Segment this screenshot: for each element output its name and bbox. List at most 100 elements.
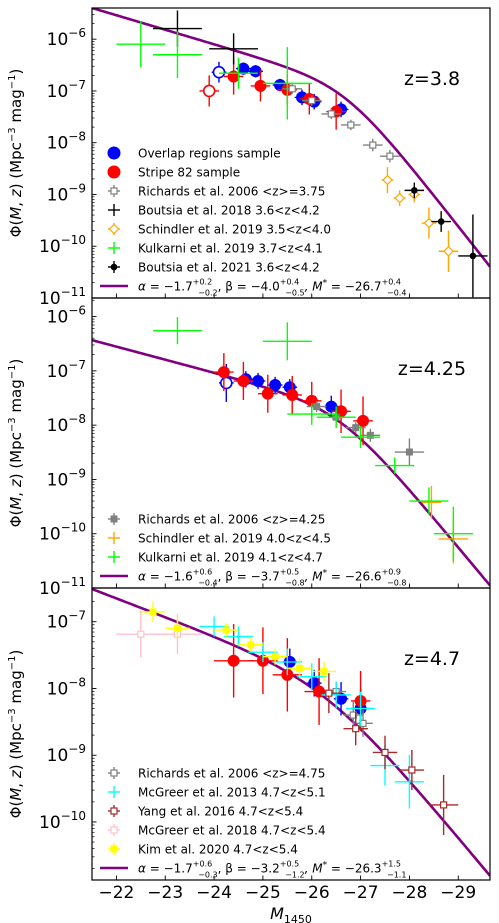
- y-tick-label: 10−6: [47, 26, 86, 50]
- data-point-marker: [110, 263, 118, 271]
- y-tick-label: 10−11: [39, 575, 86, 599]
- data-point-marker: [227, 654, 240, 667]
- data-point-marker: [296, 664, 304, 672]
- data-point-marker: [110, 769, 118, 777]
- data-point-marker: [352, 725, 360, 733]
- data-point-marker: [357, 414, 370, 427]
- data-point-marker: [405, 448, 413, 456]
- y-tick-label: 10−9: [47, 181, 86, 205]
- y-tick-label: 10−7: [47, 609, 86, 633]
- y-tick-label: 10−10: [39, 233, 86, 257]
- data-point-marker: [222, 626, 230, 634]
- data-point-marker: [219, 376, 233, 390]
- series-overlap-regions-sample-open: [211, 61, 227, 83]
- data-point-marker: [110, 826, 118, 834]
- data-point-marker: [237, 62, 250, 75]
- panel-0: 10−6 10−7 10−8 10−9 10−10 10−11 z=3.8 Overlap r…: [7, 7, 491, 309]
- data-point-marker: [352, 424, 360, 432]
- data-point-marker: [320, 667, 328, 675]
- series-stripe-82-open: [199, 75, 219, 107]
- legend-fit-label: α = −1.6+0.6 −0.4, β = −3.7+0.5 −0.8, M* =…: [138, 568, 406, 588]
- data-point-marker: [110, 187, 118, 195]
- series-kim-et-al-2020-4-7-z-5-4: [140, 601, 337, 682]
- x-tick-label: −23: [147, 883, 183, 903]
- data-point-marker: [437, 218, 445, 225]
- data-point-marker: [173, 624, 181, 632]
- legend: Overlap regions sample Stripe 82 sample Ri…: [100, 146, 406, 298]
- data-point-marker: [261, 387, 274, 400]
- data-point-marker: [212, 65, 226, 79]
- x-tick-label: −29: [440, 883, 476, 903]
- series-boutsia-et-al-2018-3-6-z-4-2: [153, 10, 259, 65]
- data-point-marker: [107, 165, 121, 179]
- legend-entry: Boutsia et al. 2021 3.6<z<4.2: [138, 261, 320, 275]
- legend-fit-label: α = −1.7+0.6 −0.3, β = −3.2+0.5 −1.2, M* =…: [138, 860, 406, 880]
- data-point-marker: [408, 766, 416, 774]
- legend-entry: McGreer et al. 2013 4.7<z<5.1: [138, 786, 326, 800]
- y-axis-label: Φ(M, z) (Mpc−3 mag−1): [7, 69, 25, 238]
- legend-entry: Yang et al. 2016 4.7<z<5.4: [137, 805, 303, 819]
- data-point-marker: [108, 223, 120, 235]
- y-tick-label: 10−10: [39, 521, 86, 545]
- data-point-marker: [469, 252, 477, 260]
- data-point-marker: [110, 515, 118, 523]
- y-axis-label: Φ(M, z) (Mpc−3 mag−1): [7, 359, 25, 528]
- plot-area: [92, 8, 490, 298]
- data-point-marker: [443, 245, 454, 257]
- y-tick-label: 10−8: [47, 130, 86, 154]
- legend: Richards et al. 2006 <z>=4.75 McGreer et …: [100, 767, 406, 880]
- series-schindler-et-al-2019-3-5-z-4-0: [381, 167, 459, 272]
- series-yang-et-al-2016-4-7-z-5-4: [316, 673, 459, 835]
- x-axis-label: M1450: [270, 904, 312, 923]
- legend-entry: McGreer et al. 2018 4.7<z<5.4: [138, 824, 326, 838]
- data-point-marker: [440, 801, 448, 809]
- legend-entry: Richards et al. 2006 <z>=3.75: [138, 185, 325, 199]
- data-point-marker: [252, 375, 265, 388]
- data-point-marker: [110, 845, 118, 853]
- data-point-marker: [271, 653, 279, 661]
- y-tick-label: 10−9: [47, 466, 86, 490]
- legend-entry: Kulkarni et al. 2019 3.7<z<4.1: [138, 242, 323, 256]
- panel-1: 10−6 10−7 10−8 10−9 10−10 10−11 z=4.25 Richards…: [7, 297, 491, 599]
- data-point-marker: [327, 110, 335, 118]
- data-point-marker: [107, 146, 121, 160]
- panel-title: z=4.7: [404, 648, 460, 670]
- legend-entry: Stripe 82 sample: [138, 166, 240, 180]
- legend-entry: Kulkarni et al. 2019 4.1<z<4.7: [138, 551, 323, 565]
- legend-entry: Schindler et al. 2019 3.5<z<4.0: [138, 223, 331, 237]
- series-kulkarni-et-al-2019-4-1-z-4-7: [153, 317, 473, 561]
- data-point-marker: [325, 689, 333, 697]
- data-point-marker: [237, 375, 250, 388]
- data-point-marker: [347, 121, 355, 129]
- x-tick-label: −25: [245, 883, 281, 903]
- x-tick-label: −26: [294, 883, 330, 903]
- axes-frame: [91, 587, 491, 881]
- y-tick-label: 10−7: [47, 78, 86, 102]
- series-richards-et-al-2006-z-3-75: [282, 83, 400, 163]
- legend-entry: Schindler et al. 2019 4.0<z<4.5: [138, 532, 331, 546]
- data-point-marker: [382, 174, 393, 186]
- y-tick-label: 10−7: [47, 358, 86, 382]
- data-point-marker: [369, 141, 377, 149]
- data-point-marker: [249, 65, 262, 78]
- y-tick-label: 10−9: [47, 742, 86, 766]
- data-point-marker: [394, 192, 406, 204]
- y-tick-label: 10−10: [39, 809, 86, 833]
- data-point-marker: [247, 641, 255, 649]
- data-point-marker: [366, 431, 374, 439]
- data-point-marker: [313, 403, 321, 411]
- panel-2: 10−7 10−8 10−9 10−10 z=4.7 Richards et al. 20…: [7, 587, 491, 881]
- series-overlap-blue: [282, 648, 371, 729]
- series-mcgreer-et-al-2018-4-7-z-5-4: [116, 610, 202, 658]
- plot-area: [92, 588, 490, 877]
- data-point-marker: [217, 366, 230, 379]
- legend-entry: Boutsia et al. 2018 3.6<z<4.2: [138, 204, 320, 218]
- panel-title: z=4.25: [398, 358, 466, 380]
- fit-curve: [92, 8, 490, 268]
- series-kulkarni-et-al-2019-3-7-z-4-1: [116, 20, 312, 120]
- x-tick-label: −24: [196, 883, 232, 903]
- legend-fit-label: α = −1.7+0.2 −0.2, β = −4.0+0.4 −0.5, M* =…: [138, 278, 406, 298]
- x-tick-label: −28: [391, 883, 427, 903]
- y-tick-label: 10−6: [47, 304, 86, 328]
